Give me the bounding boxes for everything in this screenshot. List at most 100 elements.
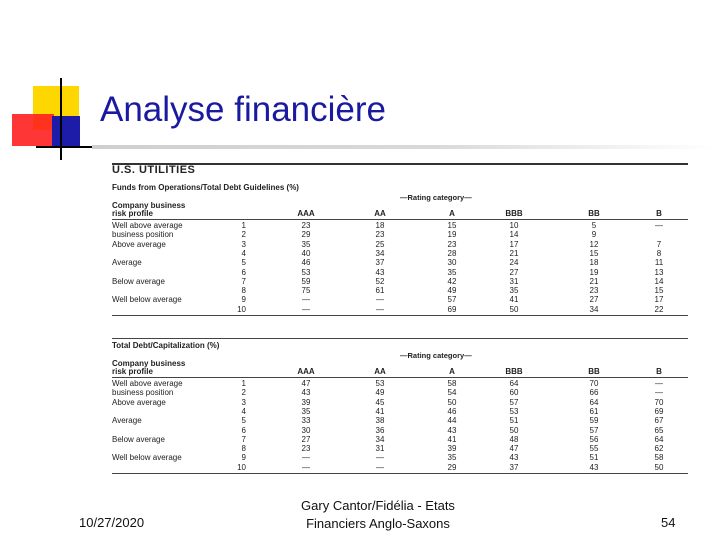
table-cell: —	[302, 453, 310, 463]
row-label: business position	[112, 388, 174, 398]
table-cell: 43	[589, 462, 599, 472]
column-header-bb: BB	[588, 367, 600, 376]
row-number: 3	[241, 397, 246, 407]
table2-title: Total Debt/Capitalization (%)	[112, 341, 220, 350]
table2-header-rule	[112, 377, 688, 378]
row-label: Well above average	[112, 379, 183, 388]
table-cell: 18	[375, 221, 385, 230]
table-cell: 28	[447, 248, 457, 258]
table-cell: —	[655, 221, 663, 230]
table-cell: —	[655, 388, 663, 398]
table-cell: 58	[654, 453, 664, 463]
table-cell: 46	[301, 258, 311, 268]
row-number: 10	[237, 462, 246, 472]
table-cell: 9	[591, 230, 597, 240]
title-underline-rule	[92, 145, 716, 149]
table-cell: 33	[301, 416, 311, 426]
table-cell: 18	[589, 258, 599, 268]
row-number: 6	[241, 425, 246, 435]
table-cell: 66	[589, 388, 599, 398]
row-number: 9	[241, 295, 246, 305]
table1-rating-category: —Rating category—	[400, 193, 472, 202]
table-cell: 34	[375, 248, 385, 258]
column-header-bb: BB	[588, 209, 600, 218]
row-label: Below average	[112, 434, 165, 444]
row-number: 6	[241, 267, 246, 277]
table-cell: 40	[301, 248, 311, 258]
table-cell: 50	[509, 425, 519, 435]
table-cell: 37	[375, 258, 385, 268]
table-cell: 61	[375, 286, 385, 296]
table-cell: 14	[509, 230, 519, 240]
table-cell: 70	[654, 397, 664, 407]
table-cell: 15	[447, 221, 457, 230]
table-cell: 15	[654, 286, 664, 296]
column-header-b: B	[656, 367, 662, 376]
table-cell: 34	[375, 434, 385, 444]
table-cell: 44	[447, 416, 457, 426]
footer-date: 10/27/2020	[79, 515, 145, 530]
footer-page-number: 54	[661, 515, 676, 530]
table-cell: 11	[654, 258, 664, 268]
table-cell: 23	[375, 230, 385, 240]
table-cell: 22	[654, 304, 664, 314]
table-cell: 64	[589, 397, 599, 407]
table-cell: 69	[447, 304, 457, 314]
table-cell: 51	[509, 416, 519, 426]
row-number: 10	[237, 304, 246, 314]
table-cell: 57	[447, 295, 457, 305]
row-number: 8	[241, 444, 246, 454]
table-cell: 23	[447, 239, 457, 249]
table-cell: 41	[447, 434, 457, 444]
table1-risk-profile-line2: risk profile	[112, 209, 153, 218]
table-cell: 53	[509, 406, 519, 416]
table-cell: 21	[509, 248, 519, 258]
table-cell: 55	[589, 444, 599, 454]
title-decoration-blue-square	[52, 116, 80, 146]
column-header-a: A	[449, 367, 455, 376]
table-cell: —	[376, 462, 384, 472]
column-header-aa: AA	[374, 367, 386, 376]
table-cell: 65	[654, 425, 664, 435]
table-cell: 29	[447, 462, 457, 472]
table-cell: 53	[301, 267, 311, 277]
table-cell: 53	[375, 379, 385, 388]
table-cell: 69	[654, 406, 664, 416]
table-cell: 59	[589, 416, 599, 426]
footer-credit: Gary Cantor/Fidélia - Etats Financiers A…	[286, 497, 470, 533]
table1-bottom-rule	[112, 315, 688, 316]
table-heading: U.S. UTILITIES	[112, 164, 196, 176]
table-cell: 43	[375, 267, 385, 277]
table-cell: 46	[447, 406, 457, 416]
scanned-ratings-table: U.S. UTILITIES Funds from Operations/Tot…	[108, 160, 690, 478]
table-cell: 41	[375, 406, 385, 416]
table-cell: 56	[589, 434, 599, 444]
row-number: 5	[241, 258, 246, 268]
table-cell: 31	[509, 276, 519, 286]
table-cell: 30	[447, 258, 457, 268]
table-cell: 42	[447, 276, 457, 286]
row-number: 2	[241, 388, 246, 398]
table-cell: —	[376, 453, 384, 463]
table-cell: 23	[301, 444, 311, 454]
table-cell: 30	[301, 425, 311, 435]
column-header-aa: AA	[374, 209, 386, 218]
table2-top-rule	[112, 338, 688, 339]
table-cell: 35	[301, 406, 311, 416]
table-cell: 64	[654, 434, 664, 444]
slide-title: Analyse financière	[100, 90, 386, 129]
table-cell: 8	[656, 248, 662, 258]
row-number: 1	[241, 379, 246, 388]
table-cell: 75	[301, 286, 311, 296]
column-header-aaa: AAA	[297, 367, 315, 376]
table-cell: 45	[375, 397, 385, 407]
table-cell: 24	[509, 258, 519, 268]
title-decoration-vertical-line	[60, 78, 62, 160]
table-cell: 35	[447, 267, 457, 277]
table-cell: 60	[509, 388, 519, 398]
table-cell: 54	[447, 388, 457, 398]
table-cell: 7	[656, 239, 662, 249]
table-cell: 43	[447, 425, 457, 435]
table-cell: 43	[301, 388, 311, 398]
table-cell: 49	[375, 388, 385, 398]
